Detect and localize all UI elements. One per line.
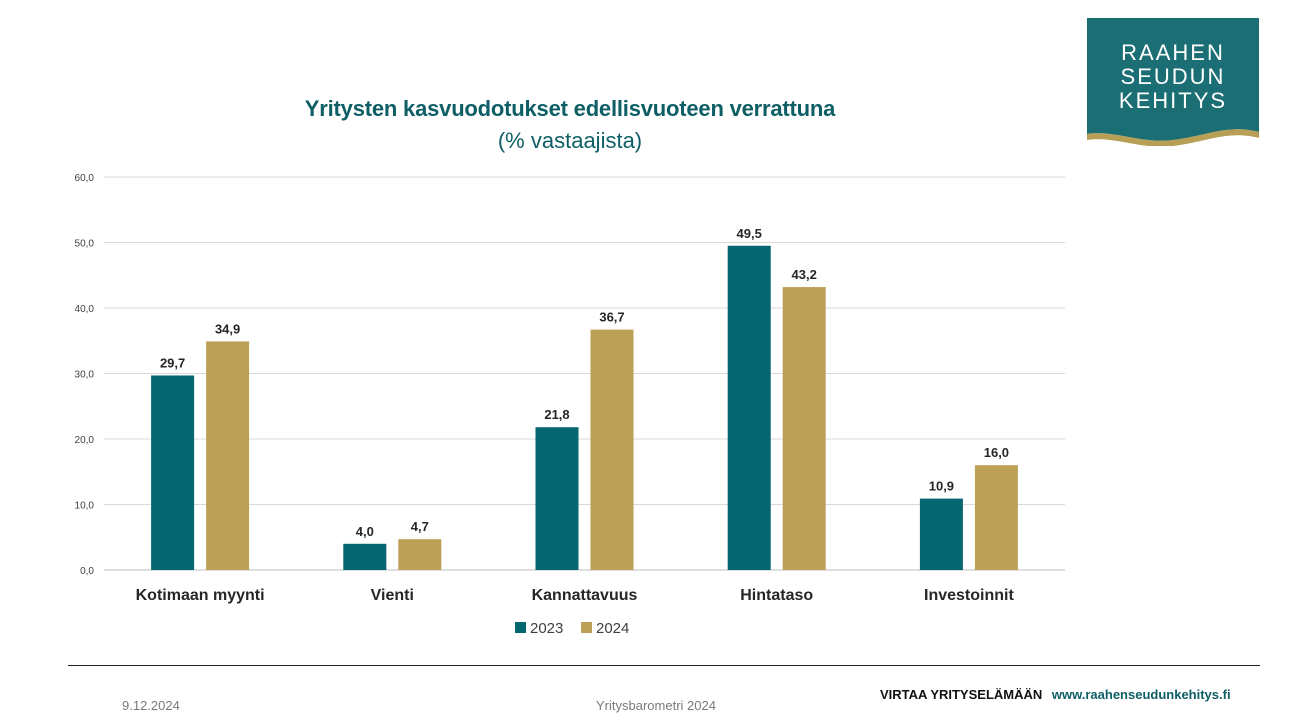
x-category-label: Hintataso xyxy=(740,587,813,604)
bar-2023 xyxy=(535,427,579,570)
y-tick-label: 20,0 xyxy=(75,435,95,446)
bar-2023 xyxy=(919,498,963,570)
legend-swatch-2023 xyxy=(515,622,526,633)
chart-subtitle: (% vastaajista) xyxy=(497,128,643,153)
data-label: 43,2 xyxy=(792,267,817,282)
x-category-label: Kannattavuus xyxy=(532,587,638,604)
y-tick-label: 0,0 xyxy=(80,566,94,577)
bar-2023 xyxy=(151,375,195,570)
chart-title: Yritysten kasvuodotukset edellisvuoteen … xyxy=(304,96,836,121)
x-category-label: Investoinnit xyxy=(924,587,1014,604)
y-tick-label: 60,0 xyxy=(75,173,95,184)
bar-2023 xyxy=(727,245,771,570)
bar-2024 xyxy=(206,341,250,570)
footer-website-link[interactable]: www.raahenseudunkehitys.fi xyxy=(1051,687,1231,702)
y-tick-label: 50,0 xyxy=(75,239,95,250)
y-tick-label: 10,0 xyxy=(75,501,95,512)
footer-tagline: VIRTAA YRITYSELÄMÄÄN xyxy=(880,687,1043,702)
logo-line-1: RAAHEN xyxy=(1121,40,1225,65)
data-label: 10,9 xyxy=(929,479,954,494)
data-label: 4,0 xyxy=(356,524,374,539)
bar-2023 xyxy=(343,543,387,570)
legend-label: 2024 xyxy=(596,620,629,637)
footer-presentation-title: Yritysbarometri 2024 xyxy=(596,698,716,713)
logo-line-2: SEUDUN xyxy=(1121,64,1226,89)
bar-2024 xyxy=(974,465,1018,570)
data-label: 21,8 xyxy=(544,407,569,422)
y-tick-label: 40,0 xyxy=(75,304,95,315)
raahen-seudun-kehitys-logo: RAAHEN SEUDUN KEHITYS xyxy=(1087,18,1259,146)
y-tick-label: 30,0 xyxy=(75,370,95,381)
bar-2024 xyxy=(782,287,826,570)
logo-line-3: KEHITYS xyxy=(1119,88,1227,113)
data-label: 34,9 xyxy=(215,321,240,336)
x-category-label: Vienti xyxy=(371,587,414,604)
chart-title-block: Yritysten kasvuodotukset edellisvuoteen … xyxy=(180,96,960,154)
footer-right: VIRTAA YRITYSELÄMÄÄN www.raahenseudunkeh… xyxy=(880,687,1231,702)
data-label: 29,7 xyxy=(160,355,185,370)
data-label: 16,0 xyxy=(984,445,1009,460)
footer-date: 9.12.2024 xyxy=(122,698,180,713)
data-label: 36,7 xyxy=(599,310,624,325)
bar-2024 xyxy=(590,329,634,570)
data-label: 49,5 xyxy=(737,226,762,241)
legend-label: 2023 xyxy=(530,620,563,637)
data-label: 4,7 xyxy=(411,519,429,534)
x-category-label: Kotimaan myynti xyxy=(136,587,265,604)
legend-swatch-2024 xyxy=(581,622,592,633)
footer-divider xyxy=(68,665,1260,666)
bar-2024 xyxy=(398,539,442,570)
